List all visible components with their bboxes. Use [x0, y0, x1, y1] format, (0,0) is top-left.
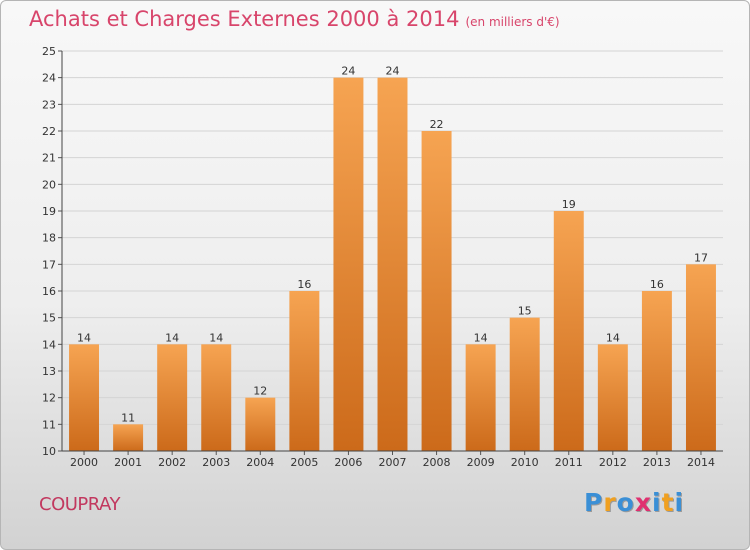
bar — [641, 291, 672, 451]
bar — [685, 264, 716, 451]
data-label: 17 — [694, 251, 708, 264]
bars: 14 11 14 14 12 16 24 24 22 14 15 19 14 16 17 — [69, 65, 716, 452]
bar — [553, 211, 584, 451]
bar — [113, 424, 144, 451]
x-tick-label: 2002 — [158, 456, 186, 469]
bar — [245, 397, 276, 451]
y-tick-label: 16 — [42, 285, 56, 298]
x-tick-label: 2010 — [511, 456, 539, 469]
chart-title: Achats et Charges Externes 2000 à 2014 (e… — [29, 7, 560, 31]
y-tick-label: 25 — [42, 45, 56, 58]
y-tick-label: 18 — [42, 232, 56, 245]
bar — [509, 317, 540, 451]
data-label: 14 — [165, 331, 179, 344]
y-tick-label: 17 — [42, 258, 56, 271]
bar — [377, 77, 408, 452]
data-label: 16 — [650, 278, 664, 291]
data-label: 15 — [518, 305, 532, 318]
chart-subtitle: (en milliers d'€) — [465, 15, 560, 29]
x-tick-label: 2000 — [70, 456, 98, 469]
y-tick-label: 24 — [42, 72, 56, 85]
data-label: 14 — [77, 331, 91, 344]
x-tick-label: 2001 — [114, 456, 142, 469]
data-label: 14 — [606, 331, 620, 344]
bar — [421, 131, 452, 451]
x-tick-label: 2008 — [423, 456, 451, 469]
axes: 10 11 12 13 14 15 16 17 18 19 20 21 22 23 24 25 2000 2001… — [42, 45, 723, 469]
logo-letter: i — [652, 488, 662, 517]
logo-letter: x — [634, 488, 652, 517]
y-tick-label: 19 — [42, 205, 56, 218]
bar — [157, 344, 188, 451]
logo-letter: i — [674, 488, 685, 517]
logo-letter: r — [603, 488, 617, 517]
x-tick-label: 2003 — [202, 456, 230, 469]
data-label: 19 — [562, 198, 576, 211]
data-label: 24 — [386, 65, 400, 78]
data-label: 14 — [209, 331, 223, 344]
y-tick-label: 14 — [42, 338, 56, 351]
logo-letter: P — [584, 488, 604, 517]
proxiti-logo: Proxiti — [584, 488, 684, 517]
y-tick-label: 11 — [42, 418, 56, 431]
bar — [201, 344, 232, 451]
logo-letter: t — [661, 488, 675, 517]
bar — [289, 291, 320, 451]
y-tick-label: 22 — [42, 125, 56, 138]
bar — [465, 344, 496, 451]
x-tick-label: 2005 — [290, 456, 318, 469]
y-tick-label: 10 — [42, 445, 56, 458]
x-tick-label: 2011 — [555, 456, 583, 469]
title-text: Achats et Charges Externes 2000 à 2014 — [29, 7, 460, 31]
x-tick-label: 2004 — [246, 456, 274, 469]
y-tick-label: 12 — [42, 392, 56, 405]
y-tick-label: 13 — [42, 365, 56, 378]
y-tick-label: 20 — [42, 178, 56, 191]
x-tick-label: 2007 — [379, 456, 407, 469]
bar — [597, 344, 628, 451]
data-label: 16 — [297, 278, 311, 291]
x-tick-label: 2009 — [467, 456, 495, 469]
bar — [333, 77, 364, 452]
bar — [69, 344, 100, 451]
y-tick-label: 21 — [42, 152, 56, 165]
x-tick-label: 2014 — [687, 456, 715, 469]
logo-letter: o — [616, 488, 635, 517]
x-tick-label: 2006 — [334, 456, 362, 469]
y-tick-label: 15 — [42, 312, 56, 325]
y-tick-label: 23 — [42, 98, 56, 111]
data-label: 22 — [430, 118, 444, 131]
x-tick-label: 2013 — [643, 456, 671, 469]
data-label: 24 — [341, 65, 355, 78]
x-tick-label: 2012 — [599, 456, 627, 469]
data-label: 14 — [474, 331, 488, 344]
data-label: 12 — [253, 385, 267, 398]
data-label: 11 — [121, 411, 135, 424]
commune-name: COUPRAY — [39, 494, 120, 515]
